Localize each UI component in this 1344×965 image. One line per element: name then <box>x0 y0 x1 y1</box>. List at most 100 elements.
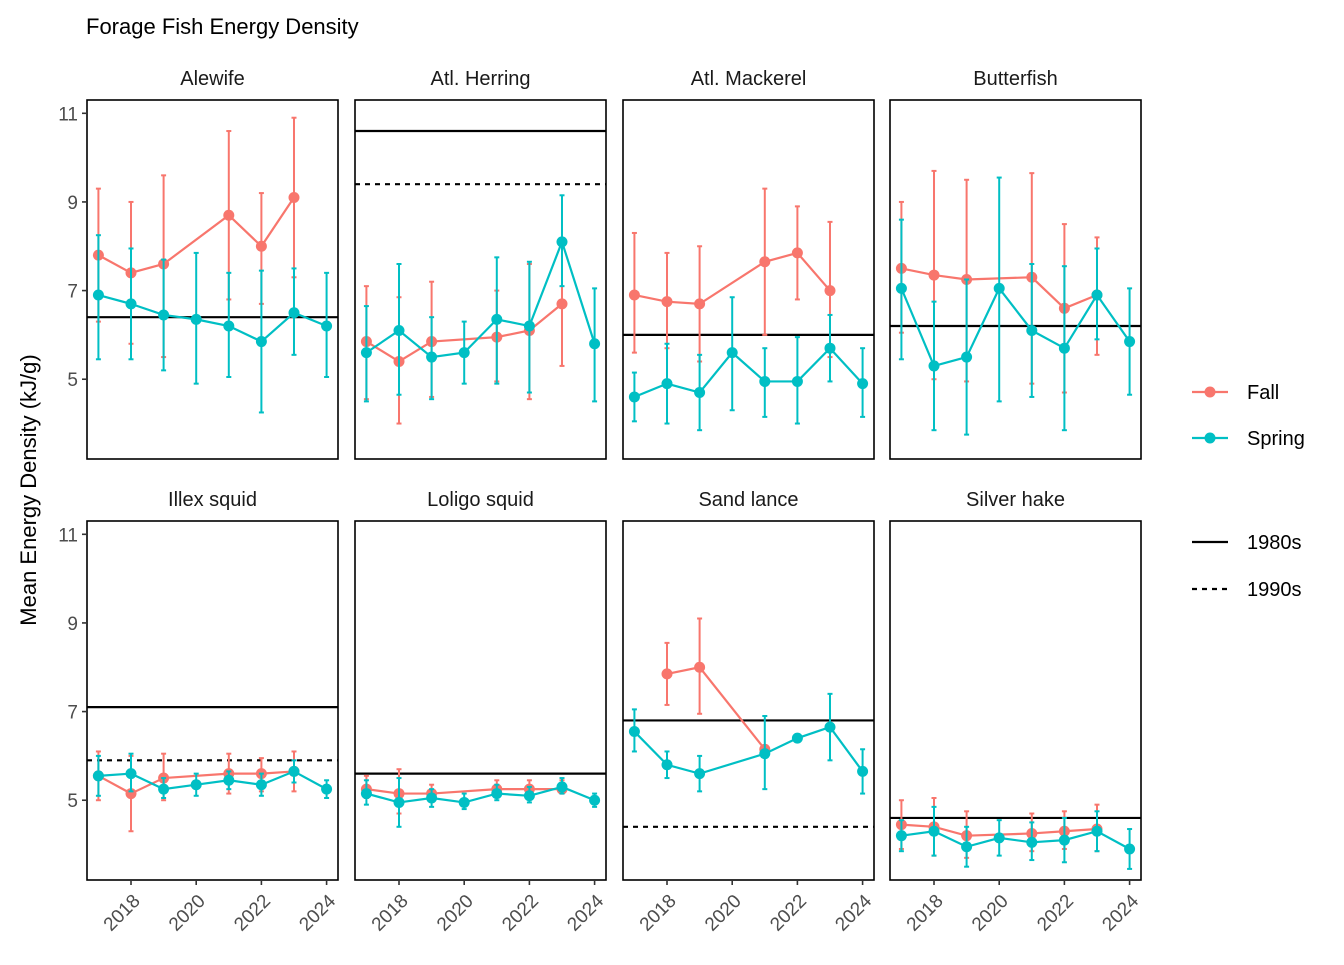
data-point <box>694 387 706 399</box>
data-point <box>426 351 438 363</box>
series-spring <box>628 296 869 432</box>
x-tick-label: 2018 <box>368 891 413 936</box>
series-spring <box>92 752 333 800</box>
data-point <box>360 788 372 800</box>
data-point <box>661 296 673 308</box>
data-point <box>857 378 869 390</box>
x-tick-label: 2022 <box>498 891 543 936</box>
legend-label: 1980s <box>1247 532 1302 554</box>
panel-title: Alewife <box>180 68 244 90</box>
data-point <box>857 765 869 777</box>
legend-label: 1990s <box>1247 579 1302 601</box>
series-spring <box>895 176 1136 436</box>
data-point <box>288 192 300 204</box>
data-point <box>223 209 235 221</box>
legend-key-point <box>1204 386 1216 398</box>
legend-label: Fall <box>1247 382 1279 404</box>
y-tick-label: 5 <box>67 370 78 391</box>
data-point <box>1026 836 1038 848</box>
y-tick-label: 7 <box>67 703 78 724</box>
data-point <box>661 378 673 390</box>
data-point <box>1058 342 1070 354</box>
data-point <box>694 661 706 673</box>
panel-border <box>622 99 875 460</box>
data-point <box>255 240 267 252</box>
y-tick-label: 9 <box>67 614 78 635</box>
legend-item-1990s: 1990s <box>1192 579 1302 601</box>
data-point <box>125 298 137 310</box>
y-tick-label: 11 <box>58 104 78 125</box>
data-point <box>92 289 104 301</box>
data-point <box>1124 336 1136 348</box>
data-point <box>928 269 940 281</box>
data-point <box>255 336 267 348</box>
data-point <box>288 765 300 777</box>
data-point <box>824 342 836 354</box>
x-tick-label: 2024 <box>563 890 608 935</box>
data-point <box>1058 834 1070 846</box>
series-spring <box>628 692 869 795</box>
data-point <box>824 721 836 733</box>
panel-title: Illex squid <box>168 489 257 511</box>
data-point <box>1124 843 1136 855</box>
x-tick-label: 2024 <box>1098 890 1143 935</box>
data-point <box>360 347 372 359</box>
series-line <box>98 770 328 791</box>
data-point <box>928 360 940 372</box>
data-point <box>694 768 706 780</box>
facet-panels: Alewife 5 7 9 11 Atl. Herring Atl. Mackerel But… <box>58 68 1143 936</box>
data-point <box>125 788 137 800</box>
data-point <box>628 289 640 301</box>
data-point <box>895 282 907 294</box>
y-axis-label: Mean Energy Density (kJ/g) <box>16 354 41 625</box>
data-point <box>791 375 803 387</box>
x-tick-label: 2020 <box>433 891 478 936</box>
legend-item-1980s: 1980s <box>1192 532 1302 554</box>
x-tick-label: 2022 <box>230 891 275 936</box>
data-point <box>791 247 803 259</box>
series-spring <box>360 777 601 828</box>
series-line <box>98 293 328 343</box>
series-line <box>901 830 1131 850</box>
data-point <box>458 347 470 359</box>
data-point <box>661 759 673 771</box>
data-point <box>321 320 333 332</box>
panel-title: Butterfish <box>973 68 1057 90</box>
data-point <box>393 324 405 336</box>
panel-title: Silver hake <box>966 489 1065 511</box>
panel-alewife: Alewife 5 7 9 11 <box>58 68 339 460</box>
data-point <box>556 236 568 248</box>
panel-border <box>889 99 1142 460</box>
series-line <box>97 196 295 275</box>
x-tick-label: 2022 <box>1033 891 1078 936</box>
data-point <box>556 298 568 310</box>
series-line <box>900 286 1131 368</box>
panel-butterfish: Butterfish <box>889 68 1142 460</box>
x-tick-label: 2018 <box>903 891 948 936</box>
data-point <box>223 320 235 332</box>
y-tick-label: 5 <box>67 791 78 812</box>
data-point <box>288 307 300 319</box>
data-point <box>190 779 202 791</box>
data-point <box>589 794 601 806</box>
panel-atl-herring: Atl. Herring <box>354 68 607 460</box>
panel-border <box>86 99 339 460</box>
data-point <box>523 790 535 802</box>
data-point <box>791 732 803 744</box>
data-point <box>190 313 202 325</box>
data-point <box>523 320 535 332</box>
data-point <box>961 841 973 853</box>
data-point <box>125 768 137 780</box>
y-tick-label: 9 <box>67 193 78 214</box>
legend: Fall Spring 1980s 1990s <box>1192 382 1305 601</box>
data-point <box>628 726 640 738</box>
data-point <box>993 832 1005 844</box>
panel-border <box>354 99 607 460</box>
panel-atl-mackerel: Atl. Mackerel <box>622 68 875 460</box>
data-point <box>393 796 405 808</box>
series-spring <box>895 805 1136 870</box>
y-tick-label: 11 <box>58 525 78 546</box>
data-point <box>1091 825 1103 837</box>
data-point <box>759 748 771 760</box>
